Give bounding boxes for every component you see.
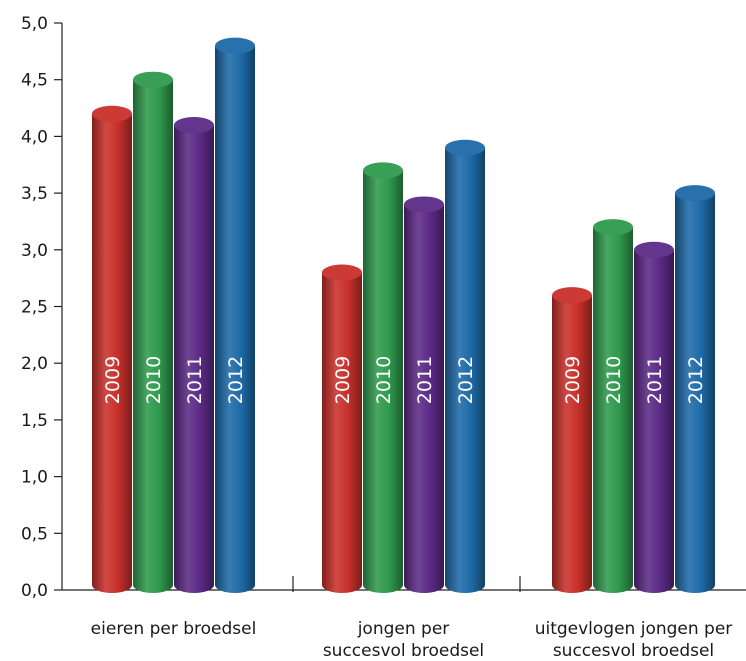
bar-2009-0: 2009 bbox=[92, 105, 132, 593]
y-tick-label: 1,0 bbox=[21, 468, 48, 488]
bar-year-label: 2010 bbox=[603, 356, 625, 404]
y-tick-label: 4,5 bbox=[21, 71, 48, 91]
bar-year-label: 2009 bbox=[562, 356, 584, 404]
axes bbox=[54, 22, 746, 592]
y-tick-label: 3,0 bbox=[21, 241, 48, 261]
y-tick-label: 0,5 bbox=[21, 524, 48, 544]
x-category-label: eieren per broedsel bbox=[91, 619, 257, 639]
bar-2010-2: 2010 bbox=[593, 219, 633, 593]
bar-2012-1: 2012 bbox=[445, 139, 485, 593]
y-tick-label: 2,0 bbox=[21, 354, 48, 374]
bar-2010-0: 2010 bbox=[133, 71, 173, 593]
labels: 0,0 0,5 1,0 1,5 2,0 2,5 3,0 3,5 4,0 4,5 5,0 eieren … bbox=[21, 14, 732, 661]
bar-year-label: 2009 bbox=[102, 356, 124, 404]
bar-year-label: 2011 bbox=[414, 356, 436, 404]
bar-2011-0: 2011 bbox=[174, 117, 214, 593]
bar-year-label: 2011 bbox=[184, 356, 206, 404]
y-tick-label: 4,0 bbox=[21, 127, 48, 147]
y-tick-label: 1,5 bbox=[21, 411, 48, 431]
bars: 2009 2010 2011 2012 2009 2010 2011 2012 2009 2010… bbox=[92, 37, 715, 593]
bar-year-label: 2009 bbox=[332, 356, 354, 404]
bar-2009-2: 2009 bbox=[552, 287, 592, 593]
bar-year-label: 2010 bbox=[373, 356, 395, 404]
bar-2011-1: 2011 bbox=[404, 196, 444, 593]
bar-year-label: 2012 bbox=[685, 356, 707, 404]
bar-2012-2: 2012 bbox=[675, 185, 715, 593]
y-tick-label: 2,5 bbox=[21, 298, 48, 318]
bar-2009-1: 2009 bbox=[322, 264, 362, 593]
y-tick-label: 3,5 bbox=[21, 184, 48, 204]
x-category-label: uitgevlogen jongen per bbox=[535, 619, 733, 639]
y-tick-label: 5,0 bbox=[21, 14, 48, 34]
bar-2010-1: 2010 bbox=[363, 162, 403, 593]
x-category-label: succesvol broedsel bbox=[323, 641, 484, 661]
bar-2012-0: 2012 bbox=[215, 37, 255, 593]
x-category-label: jongen per bbox=[357, 619, 450, 639]
bar-year-label: 2011 bbox=[644, 356, 666, 404]
bar-2011-2: 2011 bbox=[634, 241, 674, 593]
bar-year-label: 2012 bbox=[455, 356, 477, 404]
x-category-label: succesvol broedsel bbox=[553, 641, 714, 661]
bar-year-label: 2012 bbox=[225, 356, 247, 404]
y-tick-label: 0,0 bbox=[21, 581, 48, 601]
bar-year-label: 2010 bbox=[143, 356, 165, 404]
